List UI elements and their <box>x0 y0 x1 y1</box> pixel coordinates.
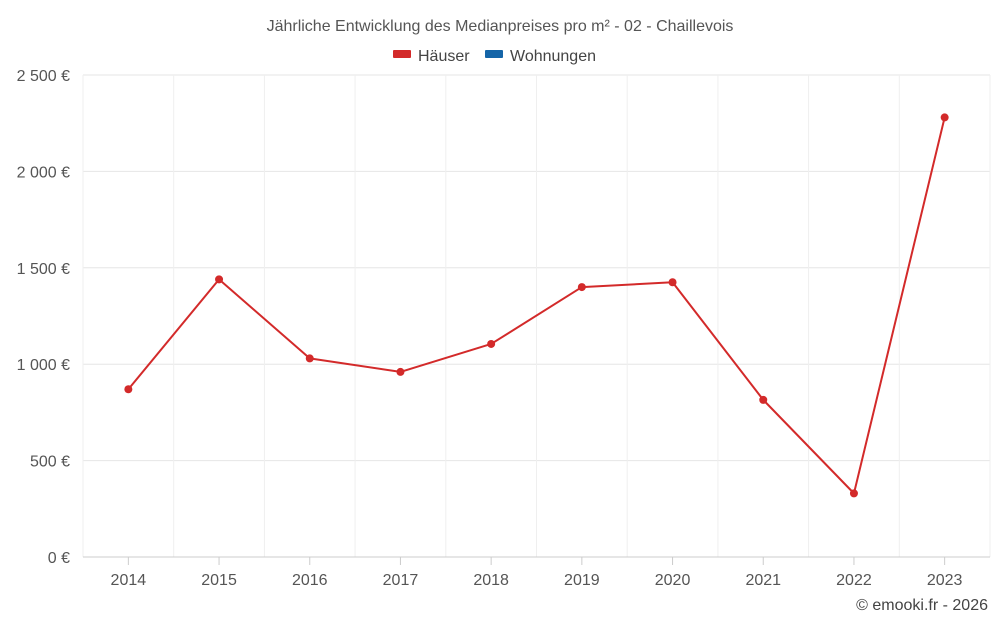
y-tick-label: 2 500 € <box>17 68 70 85</box>
y-tick-label: 1 500 € <box>17 261 70 278</box>
series-line-0 <box>127 117 946 495</box>
x-tick-label: 2020 <box>655 572 691 589</box>
credit-text: © emooki.fr - 2026 <box>856 597 988 614</box>
x-tick-label: 2019 <box>564 572 600 589</box>
x-tick-label: 2018 <box>473 572 509 589</box>
x-tick-label: 2015 <box>201 572 237 589</box>
data-point-2017[interactable] <box>396 367 405 376</box>
y-tick-label: 0 € <box>48 550 70 567</box>
grid <box>82 74 991 557</box>
legend: Häuser Wohnungen <box>393 48 596 65</box>
x-tick-label: 2021 <box>745 572 781 589</box>
legend-swatch-wohnungen <box>485 50 503 58</box>
data-point-2016[interactable] <box>305 354 314 363</box>
x-tick-label: 2022 <box>836 572 872 589</box>
data-point-2021[interactable] <box>759 395 768 404</box>
data-point-2014[interactable] <box>124 385 133 394</box>
x-tick-label: 2014 <box>111 572 147 589</box>
data-point-2015[interactable] <box>215 275 224 284</box>
data-point-2023[interactable] <box>940 113 949 122</box>
chart-title: Jährliche Entwicklung des Medianpreises … <box>267 18 734 35</box>
y-tick-label: 1 000 € <box>17 357 70 374</box>
data-point-2020[interactable] <box>668 278 677 287</box>
data-point-2019[interactable] <box>577 283 586 292</box>
data-point-2022[interactable] <box>849 489 858 498</box>
series <box>124 113 949 498</box>
legend-label-haeuser[interactable]: Häuser <box>418 48 470 65</box>
x-tick-label: 2016 <box>292 572 328 589</box>
x-tick-label: 2023 <box>927 572 963 589</box>
y-tick-label: 2 000 € <box>17 164 70 181</box>
axes: 0 € 500 € 1 000 € 1 500 € 2 000 € 2 500 € 2014… <box>17 68 990 589</box>
legend-swatch-haeuser <box>393 50 411 58</box>
data-point-2018[interactable] <box>487 339 496 348</box>
legend-label-wohnungen[interactable]: Wohnungen <box>510 48 596 65</box>
y-tick-label: 500 € <box>30 454 70 471</box>
x-tick-label: 2017 <box>383 572 419 589</box>
